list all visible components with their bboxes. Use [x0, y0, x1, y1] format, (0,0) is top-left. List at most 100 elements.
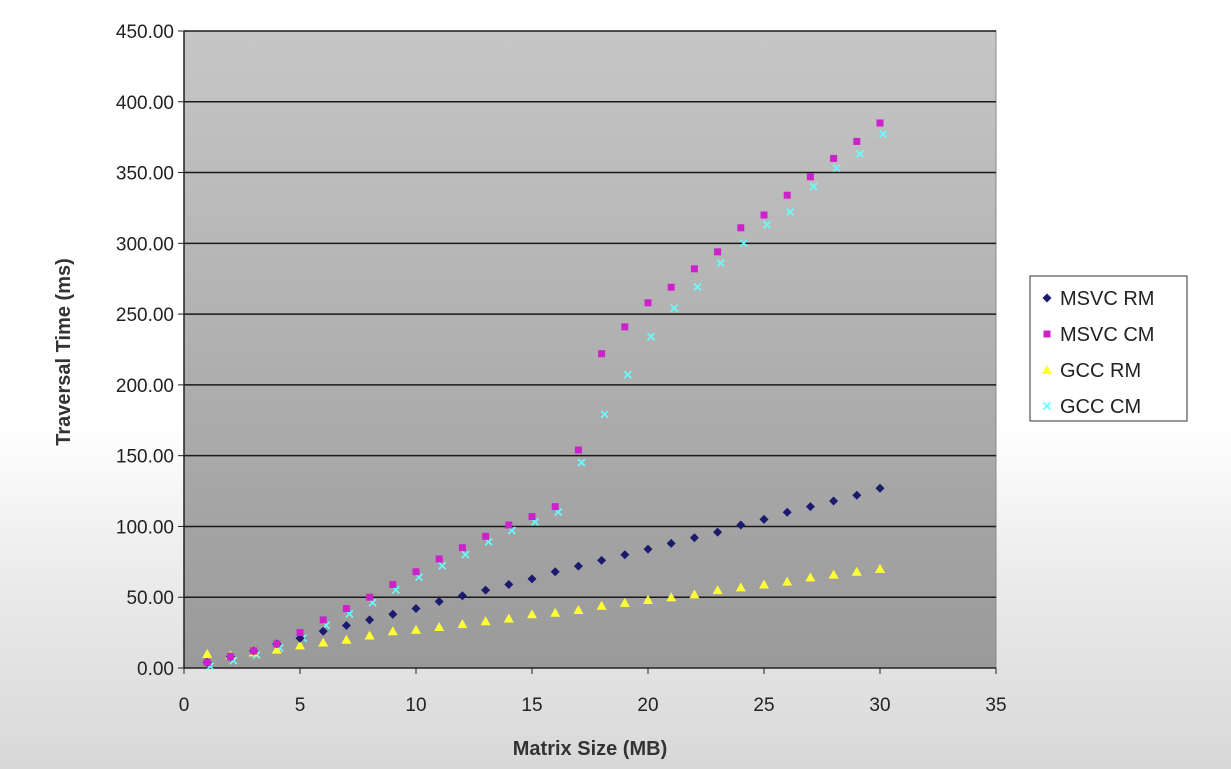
data-point — [644, 299, 652, 307]
data-point — [574, 446, 582, 454]
data-point — [527, 609, 537, 619]
legend-label: GCC RM — [1060, 360, 1141, 382]
data-point — [457, 591, 467, 601]
data-point — [434, 621, 445, 631]
y-tick-label: 300.00 — [116, 234, 174, 255]
data-point — [759, 514, 769, 524]
data-point — [202, 648, 213, 658]
data-point — [875, 483, 885, 493]
data-point — [621, 323, 629, 331]
legend: MSVC RM MSVC CM GCC RM GCC CM — [1029, 275, 1188, 422]
data-point — [389, 580, 397, 588]
data-point — [364, 630, 375, 640]
legend-label: GCC CM — [1060, 396, 1141, 418]
legend-box — [1029, 275, 1188, 422]
data-point — [503, 613, 514, 623]
data-point — [735, 582, 746, 592]
data-point — [643, 544, 653, 554]
data-point — [736, 520, 746, 530]
y-tick-label: 350.00 — [116, 164, 174, 185]
y-tick-label: 50.00 — [126, 588, 174, 609]
data-point — [713, 527, 723, 537]
data-point — [693, 282, 702, 292]
data-point — [438, 561, 447, 570]
data-point — [714, 248, 722, 256]
data-point — [828, 569, 839, 579]
data-point — [783, 191, 791, 199]
legend-label: MSVC CM — [1060, 324, 1154, 346]
y-tick-label: 200.00 — [116, 376, 174, 397]
data-point — [365, 615, 375, 625]
legend-label: MSVC RM — [1060, 288, 1154, 310]
data-point — [457, 619, 468, 629]
data-points — [202, 119, 888, 671]
y-axis-title: Traversal Time (ms) — [53, 258, 75, 446]
x-tick-label: 25 — [753, 695, 774, 716]
axes — [178, 30, 997, 674]
data-point — [550, 567, 560, 577]
plot-area — [183, 30, 997, 669]
data-point — [596, 600, 607, 610]
data-point — [203, 658, 211, 666]
data-point — [667, 283, 675, 291]
data-point — [411, 604, 421, 614]
data-point — [271, 644, 282, 654]
data-point — [619, 597, 630, 607]
data-point — [461, 550, 470, 559]
data-point — [851, 566, 862, 576]
data-point — [528, 513, 536, 521]
data-point — [458, 544, 466, 552]
data-point — [853, 137, 861, 145]
y-tick-label: 250.00 — [116, 305, 174, 326]
data-point — [832, 163, 841, 173]
data-point — [666, 538, 676, 548]
data-point — [737, 224, 745, 232]
x-tick-label: 5 — [295, 695, 306, 716]
x-tick-label: 20 — [637, 695, 658, 716]
data-point — [551, 503, 559, 511]
x-tick-label: 30 — [869, 695, 890, 716]
data-point — [341, 621, 351, 631]
data-point — [577, 458, 586, 467]
legend-marker — [1042, 365, 1052, 374]
data-point — [782, 576, 793, 586]
data-point — [875, 563, 885, 573]
data-point — [739, 239, 748, 248]
data-point — [623, 370, 632, 379]
data-point — [806, 173, 814, 181]
data-point — [412, 568, 420, 576]
data-point — [480, 616, 491, 626]
data-point — [342, 605, 350, 613]
data-point — [573, 604, 584, 614]
x-axis-title: Matrix Size (MB) — [513, 738, 667, 760]
data-point — [809, 182, 818, 191]
data-point — [805, 502, 815, 512]
data-point — [273, 640, 281, 648]
y-tick-label: 450.00 — [116, 22, 174, 43]
data-point — [319, 616, 327, 624]
data-point — [482, 532, 490, 540]
data-point — [504, 579, 514, 589]
x-tick-label: 0 — [179, 695, 190, 716]
data-point — [341, 634, 352, 644]
data-point — [646, 332, 656, 341]
data-point — [620, 550, 630, 560]
data-point — [666, 592, 677, 602]
data-point — [296, 629, 304, 637]
data-point — [226, 653, 234, 661]
legend-marker — [1043, 330, 1051, 338]
data-point — [366, 593, 374, 601]
gridlines — [184, 30, 996, 598]
data-point — [550, 607, 561, 617]
data-point — [786, 207, 795, 217]
data-point — [435, 555, 443, 563]
data-point — [481, 585, 491, 595]
data-point — [878, 130, 888, 139]
data-point — [434, 596, 444, 606]
data-point — [600, 410, 609, 419]
data-point — [573, 561, 583, 571]
data-point — [712, 585, 723, 595]
x-tick-label: 35 — [985, 695, 1006, 716]
data-point — [830, 154, 838, 162]
data-point — [852, 490, 862, 500]
